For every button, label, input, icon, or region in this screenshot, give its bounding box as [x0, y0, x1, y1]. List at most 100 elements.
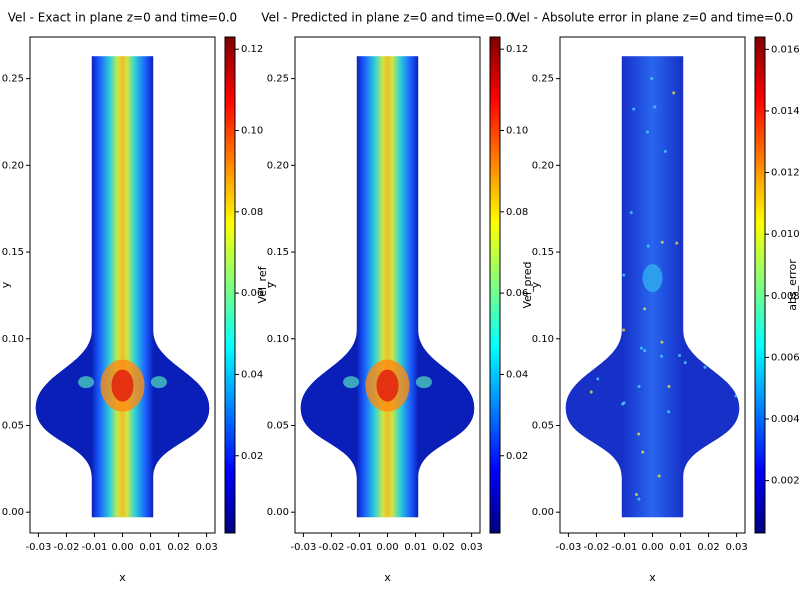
y-tick-label: 0.10: [267, 334, 289, 345]
field-speckle: [660, 340, 664, 344]
field-hotspot: [78, 376, 95, 389]
colorbar-tick-label: 0.02: [241, 451, 263, 462]
y-tick-label: 0.25: [267, 74, 289, 85]
y-tick-label: 0.15: [267, 247, 289, 258]
field-speckle: [646, 130, 650, 134]
field-hotspot: [111, 369, 134, 402]
x-tick-label: 0.03: [460, 542, 482, 553]
field-hotspot: [642, 264, 663, 293]
x-tick-label: 0.00: [376, 542, 398, 553]
y-tick-label: 0.10: [2, 334, 24, 345]
field-speckle: [622, 273, 626, 277]
field-speckle: [600, 141, 604, 145]
colorbar-tick-label: 0.002: [771, 476, 800, 487]
field: [300, 56, 475, 518]
y-tick-label: 0.10: [532, 334, 554, 345]
field-speckle: [730, 384, 734, 388]
field-speckle: [675, 241, 679, 245]
y-tick-label: 0.20: [267, 160, 289, 171]
field-speckle: [688, 475, 692, 479]
field-speckle: [722, 203, 726, 207]
field-speckle: [604, 78, 608, 82]
field-speckle: [594, 284, 598, 288]
chart-title: Vel - Absolute error in plane z=0 and ti…: [512, 11, 793, 25]
field-speckle: [653, 105, 657, 109]
x-tick-label: -0.03: [290, 542, 316, 553]
colorbar-tick-label: 0.014: [771, 106, 800, 117]
field-speckle: [657, 474, 661, 478]
field-speckle: [734, 394, 738, 398]
field-speckle: [704, 81, 708, 85]
y-tick-label: 0.15: [532, 247, 554, 258]
y-axis-label: y: [0, 281, 12, 288]
field-speckle: [732, 357, 736, 361]
field-speckle: [703, 365, 707, 369]
field-speckle: [705, 165, 709, 169]
field-speckle: [660, 354, 664, 358]
field-speckle: [586, 159, 590, 163]
field-speckle: [696, 207, 700, 211]
field-speckle: [663, 149, 667, 153]
y-tick-label: 0.20: [2, 160, 24, 171]
x-tick-label: 0.02: [432, 542, 454, 553]
field-speckle: [590, 243, 594, 247]
colorbar-tick-label: 0.12: [506, 44, 528, 55]
x-tick-label: 0.00: [641, 542, 663, 553]
colorbar-label: abs_error: [786, 259, 799, 311]
field-speckle: [614, 166, 618, 170]
field-speckle: [637, 432, 641, 436]
field-speckle: [580, 252, 584, 256]
field-speckle: [579, 76, 583, 80]
x-tick-label: 0.03: [195, 542, 217, 553]
field-speckle: [731, 346, 735, 350]
field-hotspot: [415, 376, 432, 389]
field-speckle: [589, 390, 593, 394]
field-speckle: [617, 295, 621, 299]
x-tick-label: 0.00: [111, 542, 133, 553]
field-speckle: [569, 243, 573, 247]
colorbar: [224, 36, 236, 534]
field: [35, 56, 210, 518]
x-tick-label: -0.03: [25, 542, 51, 553]
field-speckle: [660, 240, 664, 244]
x-axis-label: x: [649, 571, 656, 584]
x-tick-label: -0.01: [82, 542, 108, 553]
field-speckle: [576, 127, 580, 131]
y-axis-label: y: [264, 281, 277, 288]
field-speckle: [637, 384, 641, 388]
y-tick-label: 0.15: [2, 247, 24, 258]
field-speckle: [614, 126, 618, 130]
field-speckle: [700, 147, 704, 151]
field-hotspot: [343, 376, 360, 389]
colorbar-tick-label: 0.016: [771, 44, 800, 55]
colorbar-tick-label: 0.010: [771, 229, 800, 240]
y-tick-label: 0.25: [2, 74, 24, 85]
x-tick-label: 0.01: [669, 542, 691, 553]
field-speckle: [724, 188, 728, 192]
colorbar-tick-label: 0.08: [506, 207, 528, 218]
field-speckle: [703, 447, 707, 451]
x-tick-label: -0.02: [54, 542, 80, 553]
x-tick-label: -0.01: [347, 542, 373, 553]
field-speckle: [566, 288, 570, 292]
x-axis-label: x: [119, 571, 126, 584]
colorbar-tick-label: 0.04: [506, 369, 528, 380]
y-tick-label: 0.20: [532, 160, 554, 171]
field-speckle: [622, 328, 626, 332]
field-speckle: [622, 401, 626, 405]
field-speckle: [618, 202, 622, 206]
field-speckle: [566, 510, 570, 514]
field-speckle: [594, 446, 598, 450]
field-speckle: [641, 450, 645, 454]
field-speckle: [581, 502, 585, 506]
x-tick-label: 0.01: [404, 542, 426, 553]
colorbar-tick-label: 0.004: [771, 414, 800, 425]
y-tick-label: 0.00: [2, 507, 24, 518]
x-tick-label: -0.01: [612, 542, 638, 553]
field-speckle: [721, 192, 725, 196]
y-tick-label: 0.05: [2, 420, 24, 431]
field-speckle: [634, 492, 638, 496]
field-speckle: [713, 274, 717, 278]
field-hotspot: [376, 369, 399, 402]
